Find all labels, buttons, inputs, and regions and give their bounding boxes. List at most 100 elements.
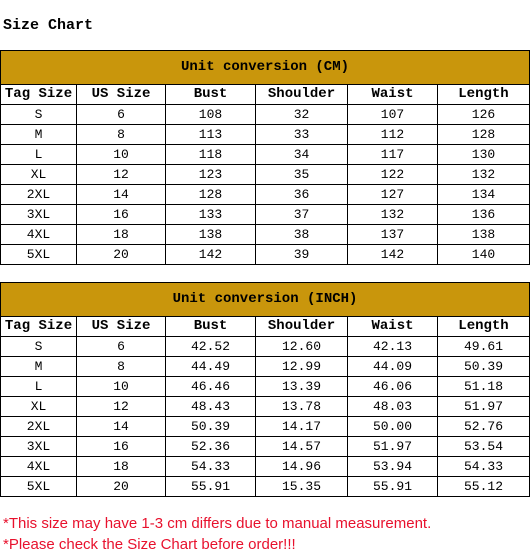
- table-cell: 44.09: [347, 356, 438, 377]
- table-cell: 39: [255, 244, 348, 265]
- table-row: L 10 46.46 13.39 46.06 51.18: [0, 376, 530, 397]
- table-cell: 20: [76, 476, 166, 497]
- table-cell: XL: [0, 396, 77, 417]
- table-row: XL 12 123 35 122 132: [0, 164, 530, 185]
- table-cell: 35: [255, 164, 348, 185]
- table-cell: 32: [255, 104, 348, 125]
- size-table: Unit conversion (CM) Tag Size US Size Bust S…: [0, 50, 530, 265]
- table-row: 4XL 18 54.33 14.96 53.94 54.33: [0, 456, 530, 477]
- column-header: Waist: [347, 84, 438, 105]
- table-cell: 44.49: [165, 356, 256, 377]
- table-cell: 46.46: [165, 376, 256, 397]
- table-cell: 51.97: [436, 396, 530, 417]
- table-row: XL 12 48.43 13.78 48.03 51.97: [0, 396, 530, 417]
- table-cell: 108: [165, 104, 256, 125]
- table-cell: 6: [76, 104, 166, 125]
- table-cell: 42.52: [165, 336, 256, 357]
- table-cell: 133: [165, 204, 256, 225]
- table-cell: L: [0, 376, 77, 397]
- table-cell: 5XL: [0, 476, 77, 497]
- table-cell: 14: [76, 184, 166, 205]
- table-cell: M: [0, 124, 77, 145]
- table-cell: 123: [165, 164, 256, 185]
- table-cell: 12: [76, 164, 166, 185]
- table-cell: 52.76: [436, 416, 530, 437]
- table-cell: 122: [347, 164, 438, 185]
- table-cell: 49.61: [436, 336, 530, 357]
- table-cell: 132: [437, 164, 530, 185]
- table-cell: 2XL: [0, 416, 77, 437]
- table-cell: 12.99: [255, 356, 348, 377]
- table-cell: 14.17: [255, 416, 348, 437]
- table-cell: 12.60: [255, 336, 348, 357]
- table-cell: 113: [165, 124, 256, 145]
- table-cell: 5XL: [0, 244, 77, 265]
- table-cell: 128: [165, 184, 256, 205]
- table-cell: 118: [165, 144, 256, 165]
- table-row: M 8 44.49 12.99 44.09 50.39: [0, 356, 530, 377]
- table-cell: 128: [437, 124, 530, 145]
- table-cell: 50.00: [347, 416, 438, 437]
- table-cell: 130: [437, 144, 530, 165]
- column-header: Shoulder: [255, 316, 348, 337]
- table-row: 3XL 16 52.36 14.57 51.97 53.54: [0, 436, 530, 457]
- table-row: L 10 118 34 117 130: [0, 144, 530, 165]
- table-row: 4XL 18 138 38 137 138: [0, 224, 530, 245]
- caption-row: Unit conversion (INCH): [0, 282, 530, 317]
- table-cell: 142: [165, 244, 256, 265]
- table-cell: 53.94: [347, 456, 438, 477]
- table-cell: 51.97: [347, 436, 438, 457]
- table-row: 5XL 20 55.91 15.35 55.91 55.12: [0, 476, 530, 497]
- column-header: Shoulder: [255, 84, 348, 105]
- table-cell: 20: [76, 244, 166, 265]
- title: Size Chart: [3, 17, 94, 34]
- table-cell: 16: [76, 436, 166, 457]
- table-cell: 38: [255, 224, 348, 245]
- table-cell: 42.13: [347, 336, 438, 357]
- table-cell: 8: [76, 124, 166, 145]
- header-row: Tag Size US Size Bust Shoulder Waist Length: [0, 84, 530, 105]
- table-cell: 55.91: [347, 476, 438, 497]
- table-caption: Unit conversion (INCH): [0, 282, 530, 317]
- column-header: US Size: [76, 316, 166, 337]
- table-cell: 15.35: [255, 476, 348, 497]
- table-cell: 4XL: [0, 456, 77, 477]
- table-cell: 136: [437, 204, 530, 225]
- table-cell: 33: [255, 124, 348, 145]
- table-cell: 16: [76, 204, 166, 225]
- table-cell: 13.78: [255, 396, 348, 417]
- table-cell: 46.06: [347, 376, 438, 397]
- caption-row: Unit conversion (CM): [0, 50, 530, 85]
- table-cell: 14.96: [255, 456, 348, 477]
- table-row: M 8 113 33 112 128: [0, 124, 530, 145]
- column-header: Length: [437, 84, 530, 105]
- table-cell: 50.39: [165, 416, 256, 437]
- table-row: 5XL 20 142 39 142 140: [0, 244, 530, 265]
- size-table: Unit conversion (INCH) Tag Size US Size Bus…: [0, 282, 530, 497]
- note: *Please check the Size Chart before orde…: [3, 536, 296, 553]
- column-header: Length: [436, 316, 530, 337]
- table-cell: 4XL: [0, 224, 77, 245]
- table-cell: 37: [255, 204, 348, 225]
- table-cell: 55.91: [165, 476, 256, 497]
- column-header: Tag Size: [0, 316, 77, 337]
- table-cell: 14.57: [255, 436, 348, 457]
- table-cell: 134: [437, 184, 530, 205]
- table-cell: 138: [437, 224, 530, 245]
- table-row: S 6 108 32 107 126: [0, 104, 530, 125]
- table-cell: 34: [255, 144, 348, 165]
- column-header: Waist: [347, 316, 438, 337]
- table-cell: 18: [76, 224, 166, 245]
- table-cell: 14: [76, 416, 166, 437]
- table-cell: 13.39: [255, 376, 348, 397]
- table-cell: 52.36: [165, 436, 256, 457]
- table-row: 3XL 16 133 37 132 136: [0, 204, 530, 225]
- table-cell: 142: [347, 244, 438, 265]
- table-cell: 48.03: [347, 396, 438, 417]
- table-cell: 8: [76, 356, 166, 377]
- table-cell: S: [0, 104, 77, 125]
- table-cell: XL: [0, 164, 77, 185]
- table-cell: 48.43: [165, 396, 256, 417]
- column-header: US Size: [76, 84, 166, 105]
